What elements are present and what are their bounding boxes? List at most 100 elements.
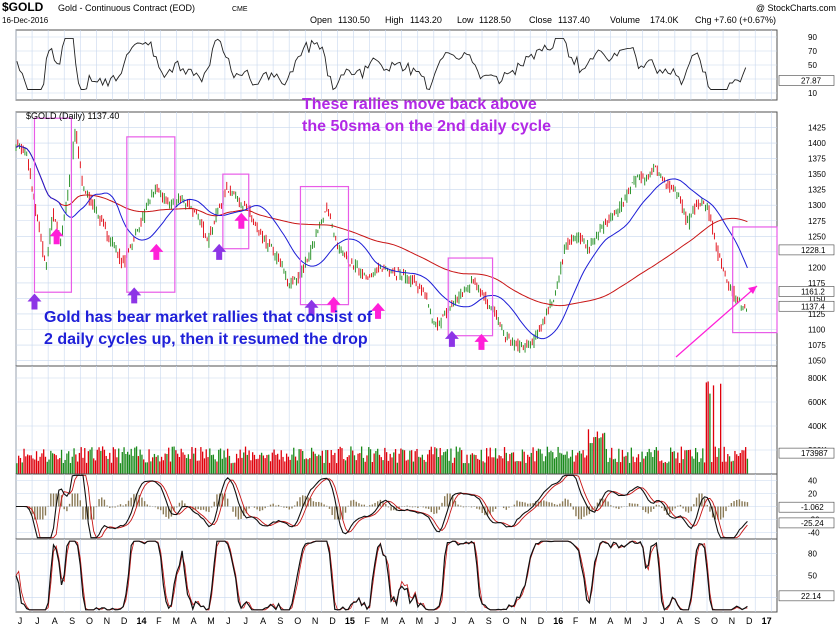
annotation-top-line2: the 50sma on the 2nd daily cycle	[302, 118, 551, 135]
cycle-arrow-1	[49, 228, 64, 245]
stoch-xtick: M	[624, 616, 632, 626]
price-ytick: 1275	[808, 217, 826, 226]
price-ytick: 1125	[808, 310, 826, 319]
annotation-bottom-line1: Gold has bear market rallies that consis…	[44, 309, 373, 326]
cycle-low-arrow-4	[304, 299, 319, 316]
high-value: 1143.20	[410, 15, 442, 25]
stoch-xtick: A	[607, 616, 613, 626]
cycle-arrow-2	[149, 243, 164, 260]
rally-box-4	[299, 185, 350, 306]
price-last-value: 1137.4	[801, 302, 825, 311]
rsi-ytick: 10	[808, 89, 817, 98]
stoch-xtick: J	[434, 616, 439, 626]
stoch-xtick: A	[260, 616, 266, 626]
macd-ytick: 20	[808, 490, 817, 499]
brand-logo: @ StockCharts.com	[756, 3, 836, 13]
price-ytick: 1050	[808, 357, 826, 366]
stoch-xtick: N	[104, 616, 111, 626]
rally-box-1	[33, 117, 73, 293]
stoch-xtick: A	[191, 616, 197, 626]
stoch-ytick: 50	[808, 572, 817, 581]
stoch-xtick: M	[416, 616, 424, 626]
macd-hist-value-box	[778, 501, 835, 513]
rally-box-2	[126, 136, 176, 293]
instrument-name: Gold - Continuous Contract (EOD)	[58, 3, 195, 13]
price-ytick: 1175	[808, 279, 826, 288]
macd-panel: 40200-20-40-1.062-25.24	[15, 473, 835, 540]
cycle-arrow-4	[326, 296, 341, 313]
macd-ytick: -40	[808, 529, 820, 538]
volume-value: 174.0K	[650, 15, 679, 25]
macd-ytick: 40	[808, 477, 817, 486]
low-value: 1128.50	[479, 15, 511, 25]
price-ytick: 1425	[808, 124, 826, 133]
volume-ytick: 800K	[808, 374, 827, 383]
cycle-low-arrow-3	[212, 243, 227, 260]
open-value: 1130.50	[338, 15, 370, 25]
rally-box-3	[222, 173, 250, 250]
stoch-xtick: S	[694, 616, 700, 626]
rsi-ytick: 90	[808, 33, 817, 42]
price-last-value-box	[778, 300, 835, 312]
stoch-xtick: J	[243, 616, 248, 626]
stoch-xtick: J	[643, 616, 648, 626]
sma-long-value: 1228.1	[801, 246, 826, 255]
low-label: Low	[457, 15, 474, 25]
price-ytick: 1375	[808, 155, 826, 164]
quote-summary: Open 1130.50 High 1143.20 Low 1128.50 Cl…	[310, 15, 776, 25]
stoch-xtick: A	[468, 616, 474, 626]
sma-short-value: 1161.2	[801, 287, 825, 296]
rsi-last-value-box	[778, 75, 835, 86]
stoch-xtick: J	[226, 616, 231, 626]
cycle-arrow-5	[371, 302, 386, 319]
macd-line	[16, 474, 748, 539]
price-ytick: 1150	[808, 294, 826, 303]
stoch-xtick: D	[746, 616, 753, 626]
price-ytick: 1300	[808, 201, 826, 210]
stochastic-panel: 80502022.14JJASOND14FMAMJJASOND15FMAMJJA…	[15, 538, 835, 626]
stoch-xtick: M	[381, 616, 389, 626]
stoch-xtick: S	[486, 616, 492, 626]
stoch-xtick: M	[207, 616, 215, 626]
close-value: 1137.40	[558, 15, 590, 25]
sma-short-line	[15, 145, 748, 340]
stoch-ytick: 80	[808, 550, 817, 559]
sma-long-line	[15, 145, 748, 307]
macd-last-value: -25.24	[801, 519, 824, 528]
stoch-xtick: N	[729, 616, 736, 626]
cycle-low-arrow-2	[127, 287, 142, 304]
stoch-xtick: J	[18, 616, 23, 626]
sma-short-value-box	[778, 286, 835, 297]
open-label: Open	[310, 15, 332, 25]
stoch-xtick: S	[277, 616, 283, 626]
price-panel-label: $GOLD (Daily) 1137.40	[26, 111, 119, 121]
price-ytick: 1075	[808, 341, 826, 350]
rsi-line	[16, 37, 747, 91]
stoch-xtick: J	[452, 616, 457, 626]
volume-last-value: 173987	[801, 449, 828, 458]
price-ytick: 1250	[808, 232, 826, 241]
cycle-low-arrow-5	[444, 330, 459, 347]
pointer-line	[675, 285, 758, 358]
stoch-last-value: 22.14	[801, 592, 822, 601]
symbol-label: $GOLD	[2, 0, 44, 14]
stoch-xtick: N	[312, 616, 319, 626]
stoch-xtick: J	[660, 616, 665, 626]
volume-frame	[15, 365, 778, 475]
stoch-xtick: S	[69, 616, 75, 626]
cycle-arrow-6	[474, 333, 489, 350]
exchange-label: CME	[232, 6, 248, 13]
stoch-xtick: 17	[762, 616, 772, 626]
change-label: Chg	[695, 15, 712, 25]
price-ytick: 1100	[808, 326, 826, 335]
price-panel: 1425140013751350132513001275125012251200…	[15, 111, 835, 388]
close-label: Close	[529, 15, 552, 25]
price-ytick: 1350	[808, 170, 826, 179]
volume-last-value-box	[778, 447, 835, 459]
chart-date: 16-Dec-2016	[2, 16, 49, 25]
stoch-xtick: F	[573, 616, 579, 626]
stoch-xtick: D	[538, 616, 545, 626]
stoch-xtick: 16	[553, 616, 563, 626]
stoch-xtick: M	[589, 616, 597, 626]
